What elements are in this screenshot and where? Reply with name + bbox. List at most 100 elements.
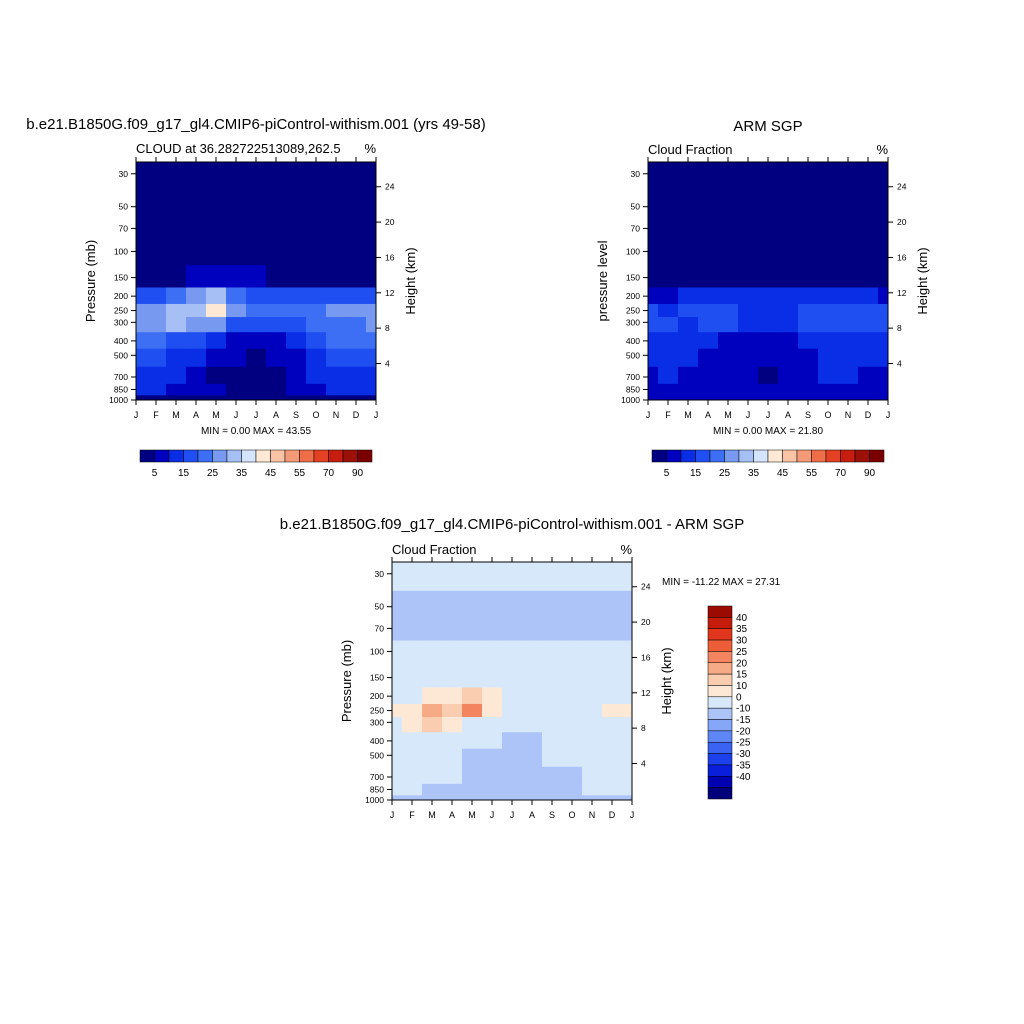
contour-cell <box>402 766 423 784</box>
contour-cell <box>136 303 147 318</box>
height-tick-label: 20 <box>897 217 907 227</box>
contour-cell <box>648 286 659 304</box>
contour-cell <box>582 664 603 688</box>
contour-cell <box>306 366 327 384</box>
contour-cell <box>658 190 679 219</box>
contour-cell <box>206 239 227 266</box>
contour-cell <box>266 366 287 384</box>
contour-cell <box>858 162 879 191</box>
colorbar-label: 70 <box>835 468 847 479</box>
height-tick-label: 8 <box>897 323 902 333</box>
pressure-tick-label: 250 <box>626 306 640 316</box>
contour-cell <box>146 239 167 266</box>
obs-panel: ARM SGP Cloud Fraction % pressure level … <box>595 118 930 479</box>
contour-cell <box>658 286 679 304</box>
contour-cell <box>798 264 819 288</box>
colorbar-label: 40 <box>736 613 748 624</box>
month-tick-label: N <box>333 410 340 420</box>
contour-cell <box>622 731 632 749</box>
contour-cell <box>502 664 523 688</box>
month-tick-label: F <box>665 410 671 420</box>
contour-cell <box>482 639 503 666</box>
contour-cell <box>166 162 187 191</box>
contour-cell <box>582 748 603 767</box>
model-panel: b.e21.B1850G.f09_g17_gl4.CMIP6-piControl… <box>26 116 485 479</box>
month-tick-label: F <box>153 410 159 420</box>
contour-cell <box>186 162 207 191</box>
contour-cell <box>146 394 167 400</box>
contour-cell <box>482 617 503 641</box>
contour-cell <box>462 748 483 767</box>
contour-cell <box>658 394 679 400</box>
colorbar-box <box>707 787 733 800</box>
contour-cell <box>186 190 207 219</box>
month-tick-label: A <box>785 410 791 420</box>
contour-cell <box>778 303 799 318</box>
contour-cell <box>206 394 227 400</box>
contour-cell <box>502 748 523 767</box>
contour-cell <box>698 239 719 266</box>
contour-cell <box>858 264 879 288</box>
contour-cell <box>206 190 227 219</box>
diff-panel: b.e21.B1850G.f09_g17_gl4.CMIP6-piControl… <box>280 516 781 820</box>
contour-cell <box>166 239 187 266</box>
pressure-tick-label: 300 <box>114 317 128 327</box>
contour-cell <box>858 348 879 367</box>
colorbar-box <box>738 449 754 463</box>
contour-cell <box>266 190 287 219</box>
contour-cell <box>346 316 367 333</box>
contour-cell <box>482 562 503 591</box>
month-tick-label: D <box>609 810 616 820</box>
height-tick-label: 8 <box>385 323 390 333</box>
contour-cell <box>392 716 403 733</box>
contour-cell <box>602 562 623 591</box>
contour-cell <box>858 190 879 219</box>
pressure-tick-label: 150 <box>626 273 640 283</box>
contour-cell <box>346 264 367 288</box>
contour-cell <box>622 664 632 688</box>
contour-cell <box>136 217 147 241</box>
contour-cell <box>482 703 503 718</box>
contour-cell <box>658 303 679 318</box>
contour-cell <box>718 348 739 367</box>
month-tick-label: A <box>193 410 199 420</box>
contour-cell <box>758 190 779 219</box>
contour-cell <box>818 366 839 384</box>
colorbar-box <box>226 449 242 463</box>
contour-cell <box>246 217 267 241</box>
contour-cell <box>402 562 423 591</box>
contour-cell <box>818 383 839 396</box>
contour-cell <box>146 190 167 219</box>
pressure-tick-label: 500 <box>370 750 384 760</box>
contour-cell <box>818 239 839 266</box>
contour-cell <box>562 639 583 666</box>
contour-cell <box>778 366 799 384</box>
contour-cell <box>166 286 187 304</box>
pressure-tick-label: 100 <box>626 246 640 256</box>
model-ylabel-left: Pressure (mb) <box>83 240 98 322</box>
month-tick-label: J <box>630 810 635 820</box>
colorbar-box <box>707 662 733 675</box>
contour-cell <box>286 348 307 367</box>
contour-cell <box>542 686 563 704</box>
pressure-tick-label: 200 <box>626 291 640 301</box>
contour-cell <box>482 716 503 733</box>
colorbar-box <box>753 449 769 463</box>
contour-cell <box>326 217 347 241</box>
contour-cell <box>482 590 503 619</box>
contour-cell <box>818 217 839 241</box>
contour-cell <box>136 331 147 349</box>
pressure-tick-label: 700 <box>114 372 128 382</box>
contour-cell <box>648 383 659 396</box>
obs-minmax: MIN = 0.00 MAX = 21.80 <box>713 426 823 437</box>
contour-cell <box>482 766 503 784</box>
height-tick-label: 24 <box>385 182 395 192</box>
contour-cell <box>698 316 719 333</box>
model-left-string: CLOUD at 36.282722513089,262.5 <box>136 141 341 156</box>
contour-cell <box>166 217 187 241</box>
contour-cell <box>462 664 483 688</box>
month-tick-label: J <box>510 810 515 820</box>
contour-cell <box>366 348 376 367</box>
contour-cell <box>206 217 227 241</box>
